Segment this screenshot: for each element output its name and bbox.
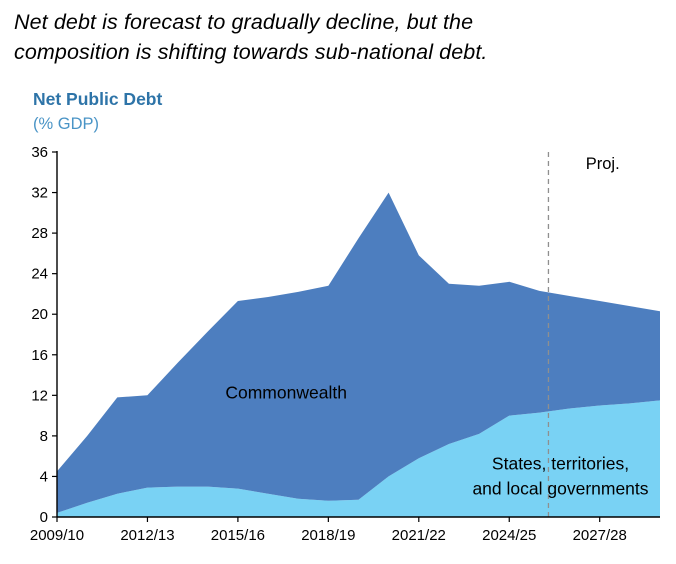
y-tick-label: 32: [31, 185, 48, 202]
x-tick-label: 2027/28: [573, 527, 627, 544]
y-tick-label: 4: [40, 468, 48, 485]
y-tick-label: 28: [31, 225, 48, 242]
x-tick-label: 2009/10: [30, 527, 84, 544]
chart-subtitle: (% GDP): [33, 115, 99, 133]
y-tick-label: 0: [40, 509, 48, 526]
area-commonwealth: [57, 192, 660, 513]
proj-label: Proj.: [586, 155, 620, 173]
states-area-label-line2: and local governments: [472, 479, 648, 499]
chart-title: Net Public Debt: [33, 89, 163, 109]
x-tick-label: 2018/19: [301, 527, 355, 544]
commonwealth-area-label: Commonwealth: [225, 382, 347, 402]
y-tick-label: 16: [31, 347, 48, 364]
x-tick-label: 2024/25: [482, 527, 536, 544]
x-tick-label: 2015/16: [211, 527, 265, 544]
area-states: [57, 400, 660, 517]
states-area-label-line1: States, territories,: [492, 453, 629, 473]
y-tick-label: 8: [40, 428, 48, 445]
net-public-debt-stacked-area-chart: 0 4 8 12 16 20 24 28 32 36 2009/10 2012/13 2015/16 20…: [30, 145, 660, 544]
figure-headline: Net debt is forecast to gradually declin…: [14, 7, 487, 67]
figure-headline-line1: Net debt is forecast to gradually declin…: [14, 10, 474, 34]
y-tick-label: 20: [31, 306, 48, 323]
x-tick-label: 2012/13: [120, 527, 174, 544]
x-tick-label: 2021/22: [392, 527, 446, 544]
y-tick-label: 36: [31, 145, 48, 161]
figure-headline-line2: composition is shifting towards sub-nati…: [14, 40, 488, 64]
y-tick-label: 24: [31, 266, 48, 283]
y-tick-label: 12: [31, 387, 48, 404]
